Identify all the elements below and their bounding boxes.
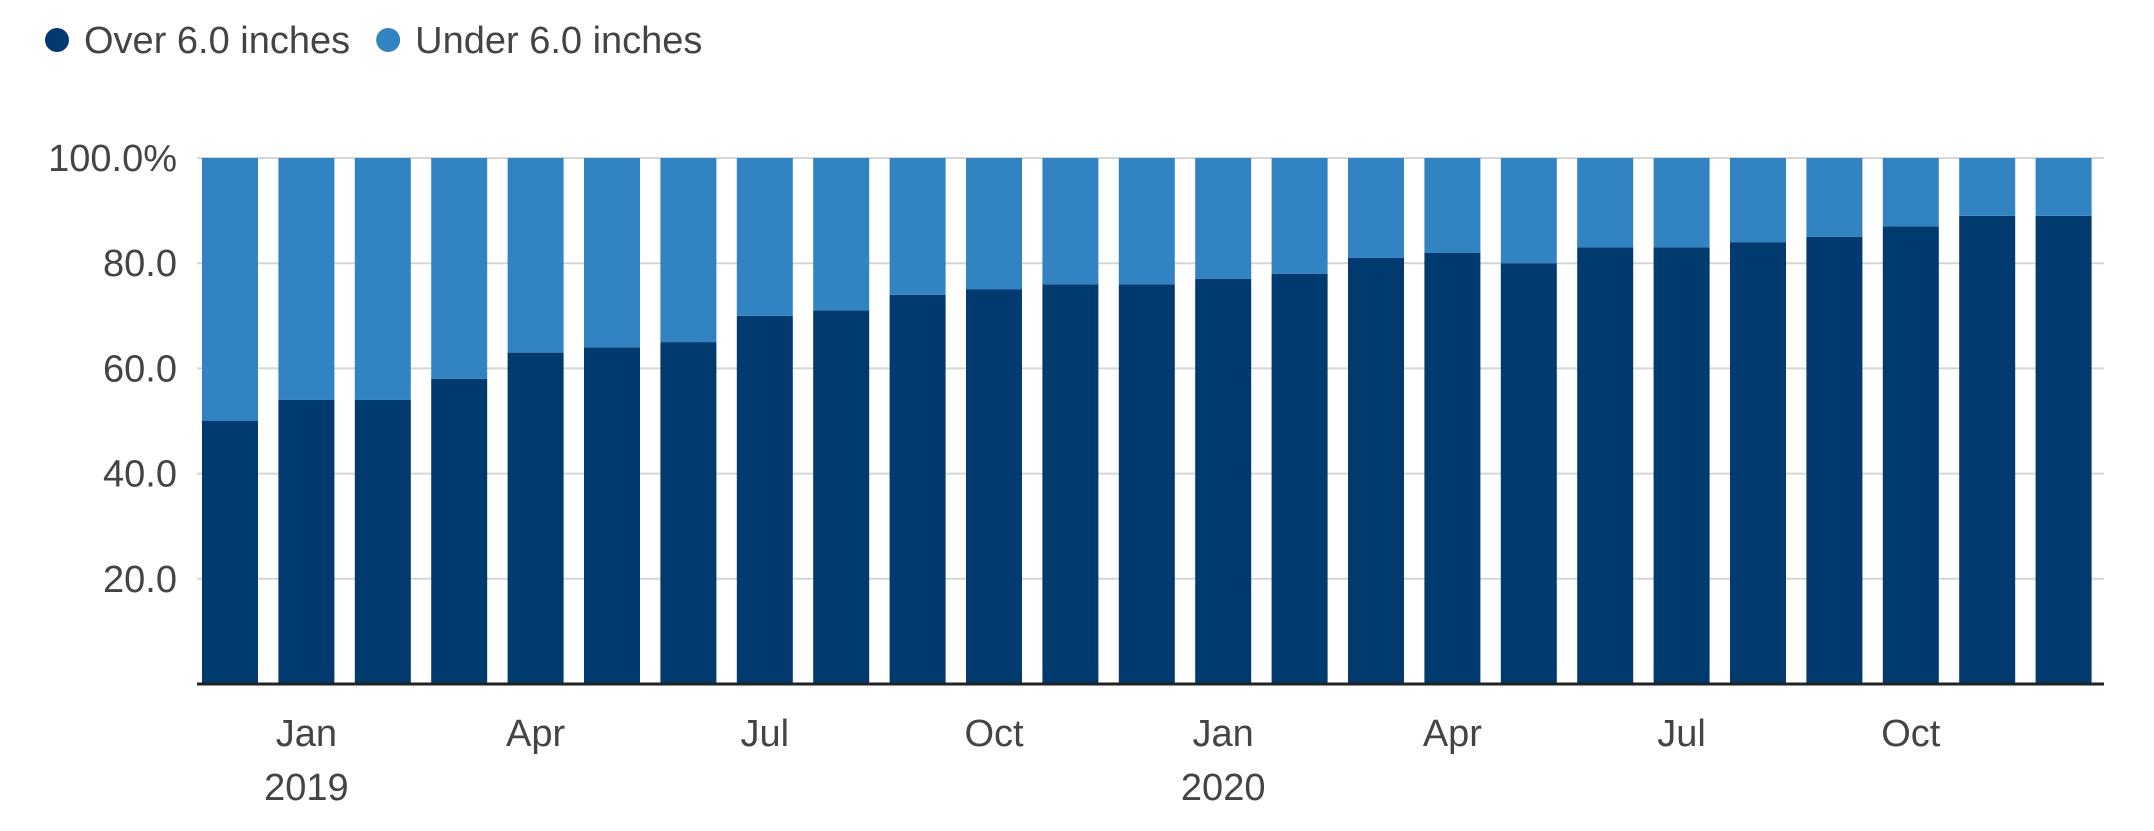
bar-under-6-inches: [584, 158, 640, 348]
bar-over-6-inches: [2035, 215, 2092, 685]
bar-under-6-inches: [278, 158, 335, 400]
bar-over-6-inches: [966, 289, 1022, 684]
bar-over-6-inches: [1577, 247, 1634, 685]
x-tick-label: Apr: [1423, 713, 1482, 755]
bar-under-6-inches: [736, 158, 793, 316]
legend-item-over-6-inches: Over 6.0 inches: [45, 20, 350, 62]
bar-over-6-inches: [431, 378, 488, 684]
x-tick-label: Jan: [276, 713, 337, 755]
y-axis-ticks: 20.0 40.0 60.0 80.0 100.0%: [48, 138, 177, 601]
bar-under-6-inches: [966, 158, 1022, 290]
bar-under-6-inches: [1577, 158, 1634, 248]
bar-over-6-inches: [1118, 284, 1175, 684]
bar-over-6-inches: [1195, 278, 1252, 684]
legend-swatch: [45, 28, 69, 52]
bar-over-6-inches: [584, 347, 640, 684]
bar-over-6-inches: [1500, 263, 1557, 684]
bars: [202, 158, 2092, 685]
y-tick-label: 80.0: [103, 243, 177, 285]
bar-over-6-inches: [813, 310, 870, 684]
bar-under-6-inches: [354, 158, 411, 400]
bar-over-6-inches: [1730, 242, 1786, 684]
bar-over-6-inches: [1271, 273, 1328, 684]
x-axis-ticks: Jan 2019 Apr Jul Oct Jan 2020 Apr Jul Oct: [264, 713, 1941, 809]
bar-under-6-inches: [1424, 158, 1481, 253]
legend-item-under-6-inches: Under 6.0 inches: [376, 20, 702, 62]
legend-label: Under 6.0 inches: [415, 20, 702, 62]
bar-over-6-inches: [736, 315, 793, 684]
bar-over-6-inches: [1348, 257, 1404, 684]
chart-legend: Over 6.0 inches Under 6.0 inches: [45, 20, 702, 62]
y-tick-label: 20.0: [103, 559, 177, 601]
x-tick-label: Jan: [1193, 713, 1254, 755]
legend-label: Over 6.0 inches: [84, 20, 350, 62]
bar-over-6-inches: [354, 399, 411, 684]
x-tick-year-label: 2019: [264, 767, 349, 809]
x-tick-label: Apr: [506, 713, 565, 755]
bar-under-6-inches: [1730, 158, 1786, 243]
bar-under-6-inches: [813, 158, 870, 311]
bar-under-6-inches: [1882, 158, 1939, 227]
bar-under-6-inches: [431, 158, 488, 379]
bar-over-6-inches: [1042, 284, 1099, 684]
x-tick-label: Oct: [1881, 713, 1941, 755]
y-tick-label: 100.0%: [48, 138, 177, 180]
bar-over-6-inches: [1653, 247, 1710, 685]
x-tick-label: Jul: [1657, 713, 1706, 755]
bar-under-6-inches: [1118, 158, 1175, 285]
bar-under-6-inches: [2035, 158, 2092, 216]
bar-over-6-inches: [1959, 215, 2016, 685]
bar-over-6-inches: [660, 342, 717, 684]
bar-over-6-inches: [202, 421, 258, 684]
bar-over-6-inches: [889, 294, 946, 684]
legend-swatch: [376, 28, 401, 52]
bar-over-6-inches: [507, 352, 564, 684]
bar-under-6-inches: [1271, 158, 1328, 274]
bar-under-6-inches: [1806, 158, 1863, 237]
bar-over-6-inches: [1806, 236, 1863, 684]
bar-under-6-inches: [1042, 158, 1099, 285]
bar-under-6-inches: [507, 158, 564, 353]
y-tick-label: 40.0: [103, 454, 177, 496]
bar-under-6-inches: [1348, 158, 1404, 258]
bar-over-6-inches: [278, 399, 335, 684]
bar-under-6-inches: [202, 158, 258, 421]
bar-under-6-inches: [660, 158, 717, 343]
bar-over-6-inches: [1882, 226, 1939, 684]
bar-under-6-inches: [1500, 158, 1557, 264]
bar-over-6-inches: [1424, 252, 1481, 684]
bar-under-6-inches: [1195, 158, 1252, 279]
bar-under-6-inches: [889, 158, 946, 295]
x-tick-year-label: 2020: [1181, 767, 1266, 809]
bar-under-6-inches: [1653, 158, 1710, 248]
x-tick-label: Oct: [964, 713, 1024, 755]
bar-under-6-inches: [1959, 158, 2016, 216]
x-tick-label: Jul: [741, 713, 790, 755]
y-tick-label: 60.0: [103, 348, 177, 390]
